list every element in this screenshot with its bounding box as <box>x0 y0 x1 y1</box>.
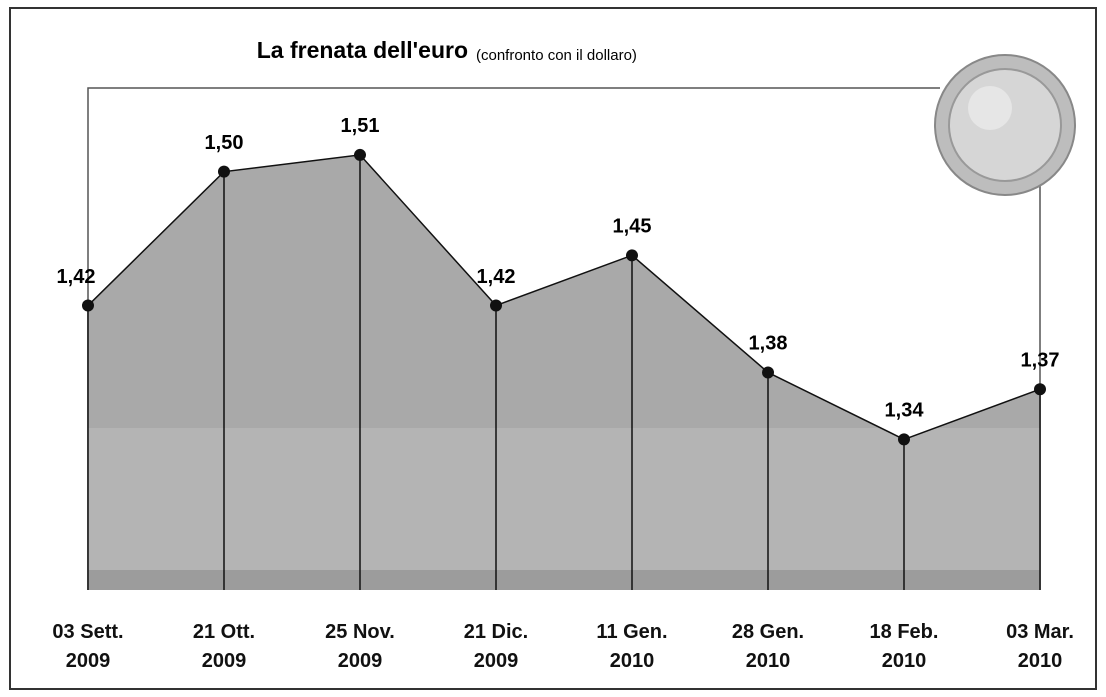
x-tick-label: 18 Feb. 2010 <box>856 618 952 676</box>
point <box>218 166 230 178</box>
x-tick-label: 03 Mar. 2010 <box>992 618 1088 676</box>
coin-shine <box>968 86 1012 130</box>
value-label: 1,42 <box>57 266 96 288</box>
value-label: 1,50 <box>205 132 244 154</box>
coin <box>935 55 1075 195</box>
chart-subtitle: (confronto con il dollaro) <box>476 47 637 64</box>
point <box>898 433 910 445</box>
x-tick-label: 21 Ott. 2009 <box>176 618 272 676</box>
point <box>354 149 366 161</box>
value-label: 1,38 <box>749 333 788 355</box>
chart: La frenata dell'euro (confronto con il d… <box>0 0 1106 697</box>
value-label: 1,34 <box>885 400 925 422</box>
point <box>762 366 774 378</box>
x-tick-label: 11 Gen. 2010 <box>584 618 680 676</box>
point <box>82 300 94 312</box>
point <box>626 249 638 261</box>
x-tick-label: 25 Nov. 2009 <box>312 618 408 676</box>
value-label: 1,42 <box>477 266 516 288</box>
x-tick-label: 28 Gen. 2010 <box>720 618 816 676</box>
area-band <box>88 428 1040 570</box>
point <box>1034 383 1046 395</box>
value-label: 1,37 <box>1021 349 1060 371</box>
x-tick-label: 03 Sett. 2009 <box>40 618 136 676</box>
area-band <box>88 570 1040 590</box>
page: La frenata dell'euro (confronto con il d… <box>0 0 1106 697</box>
value-label: 1,45 <box>613 216 652 238</box>
x-tick-label: 21 Dic. 2009 <box>448 618 544 676</box>
point <box>490 300 502 312</box>
chart-title: La frenata dell'euro <box>257 37 468 63</box>
value-label: 1,51 <box>341 115 380 137</box>
coin-face <box>949 69 1061 181</box>
